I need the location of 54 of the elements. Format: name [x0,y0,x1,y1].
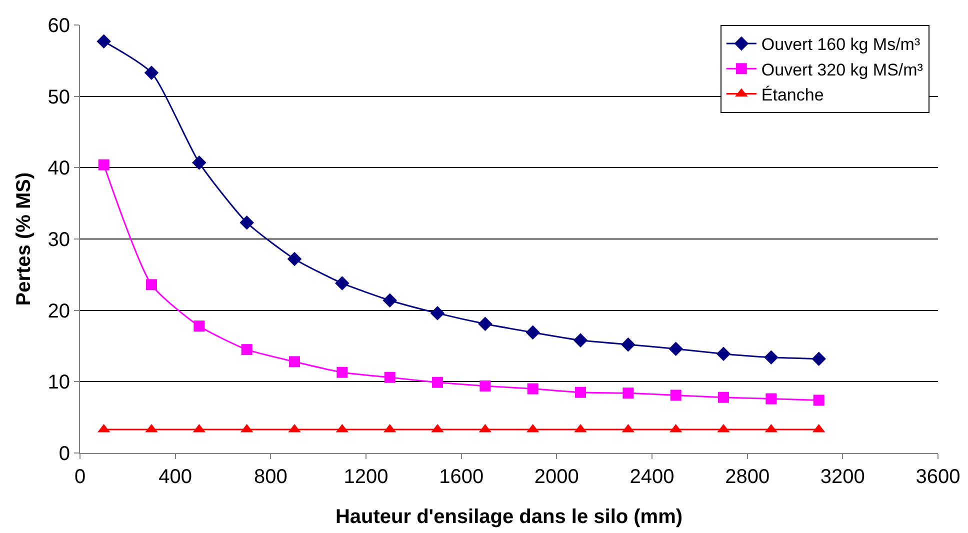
point [621,337,636,352]
point [192,156,206,170]
x-tick-label: 0 [74,466,86,488]
point [716,346,731,361]
point [670,390,682,401]
legend-label: Ouvert 320 kg MS/m³ [761,60,924,80]
legend-label: Ouvert 160 kg Ms/m³ [761,35,920,54]
point [478,316,492,332]
point [287,252,302,266]
x-axis-title: Hauteur d'ensilage dans le silo (mm) [335,506,683,528]
y-tick-label: 20 [48,300,70,322]
point [718,392,729,403]
point [144,66,159,80]
point [146,279,157,290]
x-tick-label: 1600 [439,466,484,488]
point [430,306,445,320]
point [622,388,634,399]
y-tick-label: 30 [48,229,70,251]
x-tick-label: 400 [158,466,192,488]
x-tick-label: 3200 [820,466,865,488]
point [336,366,348,378]
point [240,215,254,230]
legend-label: Étanche [761,85,824,104]
y-tick-label: 60 [48,15,70,37]
x-tick-label: 3600 [916,466,960,488]
point [668,342,683,356]
point [335,276,350,290]
y-axis-title: Pertes (% MS) [13,172,35,306]
y-tick-label: 10 [48,372,70,394]
point [241,344,252,356]
point [812,352,826,366]
point [382,293,397,308]
point [98,159,110,170]
point [766,393,777,404]
y-tick-label: 0 [58,443,70,465]
point [96,34,111,49]
point [575,386,586,398]
point [480,380,491,392]
point [813,394,824,406]
y-tick-label: 50 [48,86,70,108]
point [289,356,300,368]
point [526,325,540,340]
x-tick-label: 2000 [534,466,579,488]
point [384,372,396,383]
x-tick-label: 2400 [630,466,674,488]
point [432,376,443,388]
point [764,350,778,365]
x-tick-label: 800 [254,466,288,488]
point [573,333,588,348]
y-tick-label: 40 [48,158,70,180]
point [527,383,538,394]
x-tick-label: 1200 [344,466,388,488]
x-tick-label: 2800 [725,466,770,488]
point [194,320,205,332]
